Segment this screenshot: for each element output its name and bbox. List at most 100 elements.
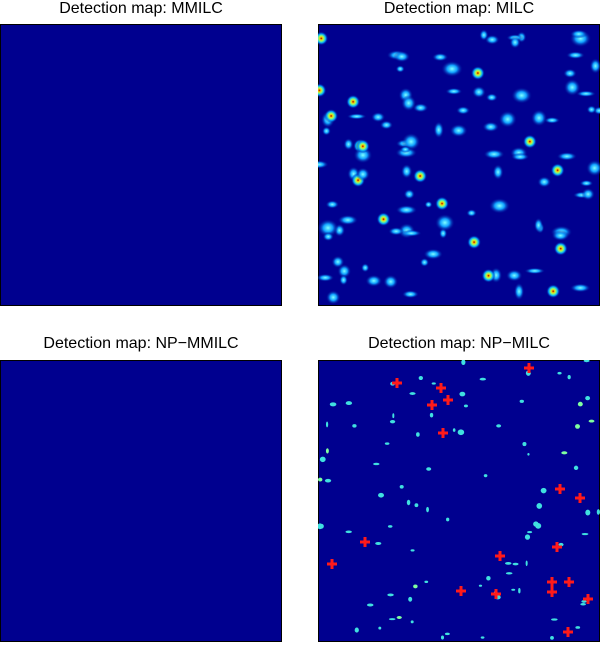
blob: [419, 257, 430, 267]
detection-cross: [564, 577, 574, 587]
blob: [576, 90, 596, 97]
detection-cross: [438, 428, 448, 438]
spot: [524, 534, 531, 540]
spot: [567, 374, 571, 380]
spot: [324, 478, 332, 483]
blob: [401, 290, 419, 299]
blob: [318, 31, 329, 46]
milc-blobs: [318, 29, 600, 305]
blob: [485, 93, 498, 102]
spot: [522, 441, 527, 447]
detection-cross: [427, 400, 437, 410]
panel-title: Detection map: NP−MMILC: [43, 335, 238, 352]
blob: [441, 60, 463, 78]
spot: [392, 413, 395, 419]
detection-cross: [491, 589, 501, 599]
blob: [569, 283, 591, 293]
detection-cross: [563, 627, 573, 637]
blob: [399, 145, 411, 154]
blob: [325, 200, 340, 209]
spot: [486, 575, 491, 581]
spot: [558, 542, 564, 547]
blob: [481, 268, 496, 283]
spot: [387, 593, 394, 597]
blob: [337, 214, 359, 226]
blob: [400, 229, 422, 237]
spot: [378, 626, 382, 630]
blob: [488, 197, 511, 214]
blob: [376, 212, 391, 227]
blob: [401, 95, 417, 112]
spot: [527, 452, 530, 456]
spot: [440, 635, 445, 640]
spot: [418, 375, 424, 381]
blob: [318, 160, 329, 169]
blob: [546, 284, 561, 299]
blob: [492, 164, 504, 180]
spot: [583, 360, 590, 363]
blob: [434, 213, 455, 232]
spot: [557, 371, 562, 375]
spot: [352, 424, 357, 428]
blob: [550, 163, 565, 178]
blob: [579, 179, 594, 187]
blob: [509, 36, 521, 49]
blob: [355, 139, 370, 154]
blob: [467, 235, 482, 250]
spot: [388, 618, 396, 621]
blob: [346, 94, 361, 109]
spot: [581, 600, 587, 603]
blob: [530, 109, 548, 127]
spot: [424, 580, 429, 583]
blob: [456, 106, 471, 115]
spot: [387, 525, 393, 528]
spot: [325, 421, 329, 428]
blob: [331, 255, 345, 269]
blob: [524, 267, 546, 275]
blob: [505, 269, 523, 282]
blob: [484, 34, 500, 45]
blob: [395, 65, 405, 73]
blob: [337, 264, 352, 279]
spot: [540, 487, 547, 494]
blob: [432, 52, 449, 62]
spot: [551, 618, 558, 621]
blob: [365, 274, 383, 287]
blob: [513, 282, 525, 301]
spot: [585, 396, 591, 401]
detection-cross: [360, 537, 370, 547]
spot: [446, 517, 450, 522]
spot: [518, 588, 521, 594]
spot: [512, 562, 519, 566]
spot: [505, 561, 512, 565]
map-panel: [318, 360, 600, 642]
detection-cross: [392, 378, 402, 388]
detection-cross: [547, 577, 557, 587]
spot: [496, 424, 502, 428]
spot: [452, 428, 456, 432]
blob: [511, 87, 533, 104]
blob: [544, 116, 561, 124]
blob: [466, 209, 477, 217]
spot: [429, 412, 434, 418]
blob: [586, 159, 600, 177]
spot: [319, 523, 324, 529]
spot: [535, 522, 542, 529]
spot: [519, 399, 524, 403]
spot: [325, 448, 329, 454]
spot: [431, 382, 436, 385]
spot: [480, 636, 485, 639]
detection-cross: [495, 551, 505, 561]
spot: [373, 462, 380, 466]
spot: [577, 401, 583, 407]
panel-title: Detection map: MILC: [384, 0, 534, 17]
spot: [588, 419, 595, 423]
blob: [581, 187, 595, 201]
spot: [410, 620, 414, 624]
blob: [424, 200, 433, 209]
detection-cross: [583, 594, 593, 604]
blob: [356, 167, 370, 182]
blob: [324, 108, 339, 123]
detection-cross: [524, 363, 534, 373]
blob: [569, 29, 588, 39]
